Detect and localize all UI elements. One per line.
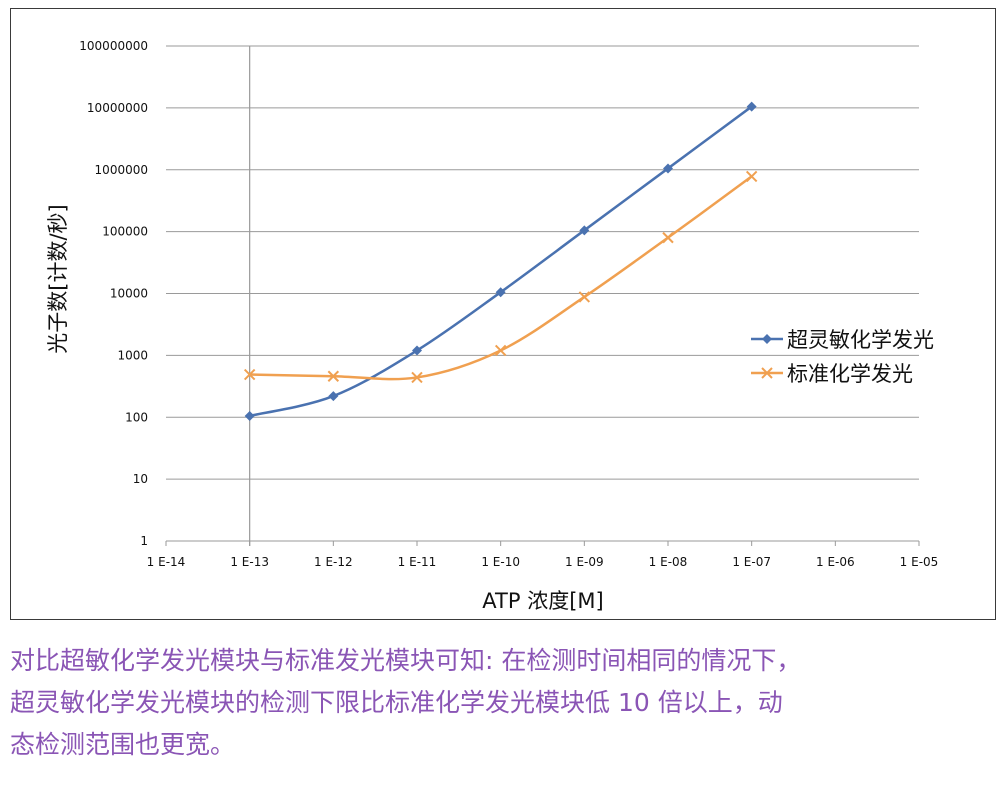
series-line-2: [249, 175, 753, 381]
x-tick-label: 1 E-11: [398, 555, 437, 569]
y-tick-label: 10000000: [87, 101, 148, 115]
y-tick-label: 100000000: [79, 39, 148, 53]
data-point-series-2: [327, 370, 340, 382]
y-tick-label: 1000000: [95, 163, 148, 177]
y-axis-title: 光子数[计数/秒]: [46, 204, 70, 353]
y-tick-label: 10: [133, 472, 148, 486]
legend-marker-1: [762, 334, 772, 344]
y-tick-label: 100000: [102, 225, 148, 239]
y-tick-label: 10000: [110, 287, 148, 301]
data-point-series-2: [745, 170, 758, 183]
data-point-series-2: [243, 368, 256, 381]
x-tick-label: 1 E-12: [314, 555, 353, 569]
data-point-series-1: [412, 345, 422, 356]
legend-label-2: 标准化学发光: [787, 362, 913, 386]
line-chart: 1 10 100 1000 10000 100000 1000000 10000000 1000…: [46, 39, 939, 613]
caption-line-3: 态检测范围也更宽。: [10, 730, 236, 759]
x-axis-title: ATP 浓度[M]: [482, 589, 603, 613]
chart-frame: 1 10 100 1000 10000 100000 1000000 10000000 1000…: [10, 8, 996, 620]
data-point-series-1: [663, 163, 673, 174]
series-line-1: [249, 105, 753, 418]
x-tick-label: 1 E-07: [732, 555, 771, 569]
x-tick-label: 1 E-05: [900, 555, 939, 569]
y-tick-label: 100: [125, 410, 148, 424]
legend-label-1: 超灵敏化学发光: [787, 328, 934, 352]
data-point-series-2: [578, 291, 591, 303]
y-tick-label: 1000: [117, 348, 148, 362]
x-tick-label: 1 E-08: [649, 555, 688, 569]
legend-marker-2: [761, 367, 773, 379]
x-tick-label: 1 E-10: [481, 555, 520, 569]
data-point-series-1: [244, 410, 255, 421]
data-point-series-2: [411, 371, 423, 384]
y-tick-label: 1: [140, 534, 148, 548]
x-tick-label: 1 E-13: [230, 555, 269, 569]
data-point-series-1: [579, 225, 590, 236]
data-point-series-1: [495, 287, 506, 298]
caption-line-2: 超灵敏化学发光模块的检测下限比标准化学发光模块低 10 倍以上，动: [10, 688, 783, 717]
x-tick-label: 1 E-09: [565, 555, 604, 569]
data-point-series-1: [746, 101, 757, 112]
caption-paragraph: 对比超敏化学发光模块与标准发光模块可知: 在检测时间相同的情况下， 超灵敏化学发…: [10, 640, 1000, 766]
data-point-series-1: [328, 391, 339, 402]
caption-line-1: 对比超敏化学发光模块与标准发光模块可知: 在检测时间相同的情况下，: [10, 646, 802, 675]
data-point-series-2: [662, 231, 674, 244]
data-point-series-2: [494, 344, 507, 357]
x-tick-label: 1 E-14: [147, 555, 186, 569]
x-tick-label: 1 E-06: [816, 555, 855, 569]
